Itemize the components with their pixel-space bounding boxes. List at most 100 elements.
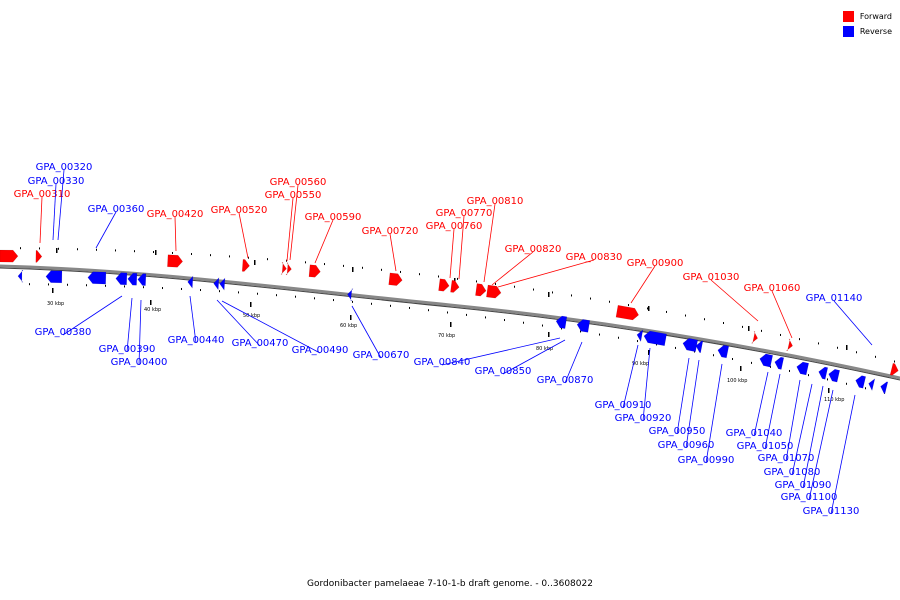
gene-label[interactable]: GPA_00440 <box>168 335 225 346</box>
major-tick <box>56 248 58 253</box>
forward-gene-arrow[interactable] <box>280 262 287 275</box>
gene-label[interactable]: GPA_00420 <box>147 209 204 220</box>
gene-label[interactable]: GPA_00770 <box>436 208 493 219</box>
forward-gene-arrow[interactable] <box>35 250 43 263</box>
tick-dot <box>324 263 325 266</box>
reverse-gene-arrow[interactable] <box>817 366 829 380</box>
reverse-gene-arrow[interactable] <box>555 315 568 329</box>
forward-gene-arrow[interactable] <box>285 262 292 276</box>
tick-dot <box>124 285 125 288</box>
gene-label[interactable]: GPA_00960 <box>658 440 715 451</box>
gene-label[interactable]: GPA_00870 <box>537 375 594 386</box>
gene-label[interactable]: GPA_00380 <box>35 327 92 338</box>
forward-gene-arrow[interactable] <box>438 278 450 292</box>
forward-gene-arrow[interactable] <box>475 283 487 297</box>
reverse-gene-arrow[interactable] <box>347 288 354 302</box>
gene-leader-line <box>458 215 465 280</box>
reverse-gene-arrow[interactable] <box>643 330 667 347</box>
reverse-gene-arrow[interactable] <box>137 273 147 286</box>
gene-label[interactable]: GPA_00990 <box>678 455 735 466</box>
gene-label[interactable]: GPA_01040 <box>726 428 783 439</box>
reverse-gene-arrow[interactable] <box>17 269 24 283</box>
reverse-gene-arrow[interactable] <box>576 319 591 333</box>
tick-dot <box>875 355 876 358</box>
reverse-gene-arrow[interactable] <box>773 356 785 370</box>
reverse-gene-arrow[interactable] <box>187 275 194 289</box>
gene-label[interactable]: GPA_01090 <box>775 480 832 491</box>
major-tick <box>250 302 252 307</box>
gene-label[interactable]: GPA_00820 <box>505 244 562 255</box>
gene-label[interactable]: GPA_00310 <box>14 189 71 200</box>
forward-gene-arrow[interactable] <box>450 279 460 293</box>
major-tick <box>155 250 157 255</box>
gene-label[interactable]: GPA_00400 <box>111 357 168 368</box>
gene-label[interactable]: GPA_00810 <box>467 196 524 207</box>
tick-dot <box>286 259 287 262</box>
reverse-gene-arrow[interactable] <box>759 353 774 368</box>
forward-gene-arrow[interactable] <box>388 272 403 286</box>
reverse-gene-arrow[interactable] <box>127 272 138 286</box>
reverse-gene-arrow[interactable] <box>854 375 867 389</box>
gene-label[interactable]: GPA_01100 <box>781 492 838 503</box>
gene-label[interactable]: GPA_01070 <box>758 453 815 464</box>
gene-label[interactable]: GPA_01080 <box>764 467 821 478</box>
tick-dot <box>770 365 771 368</box>
tick-dot <box>305 261 306 264</box>
reverse-gene-arrow[interactable] <box>45 270 63 284</box>
gene-label[interactable]: GPA_00840 <box>414 357 471 368</box>
forward-gene-arrow[interactable] <box>889 362 900 376</box>
reverse-gene-arrow[interactable] <box>213 277 220 291</box>
reverse-gene-arrow[interactable] <box>87 271 107 285</box>
forward-gene-arrow[interactable] <box>167 254 183 268</box>
forward-gene-arrow[interactable] <box>241 259 250 272</box>
reverse-gene-arrow[interactable] <box>795 361 810 376</box>
tick-dot <box>191 253 192 256</box>
gene-label[interactable]: GPA_00470 <box>232 338 289 349</box>
gene-label[interactable]: GPA_01030 <box>683 272 740 283</box>
gene-label[interactable]: GPA_00520 <box>211 205 268 216</box>
tick-dot <box>808 374 809 377</box>
gene-label[interactable]: GPA_00910 <box>595 400 652 411</box>
reverse-gene-arrow[interactable] <box>695 340 704 354</box>
reverse-gene-arrow[interactable] <box>867 378 876 392</box>
gene-label[interactable]: GPA_00360 <box>88 204 145 215</box>
gene-label[interactable]: GPA_00920 <box>615 413 672 424</box>
gene-label[interactable]: GPA_00950 <box>649 426 706 437</box>
reverse-gene-arrow[interactable] <box>115 272 128 286</box>
forward-gene-arrow[interactable] <box>0 249 19 263</box>
gene-label[interactable]: GPA_00390 <box>99 344 156 355</box>
reverse-gene-arrow[interactable] <box>636 329 644 343</box>
tick-dot <box>96 248 97 251</box>
gene-label[interactable]: GPA_00590 <box>305 212 362 223</box>
gene-label[interactable]: GPA_00560 <box>270 177 327 188</box>
forward-gene-arrow[interactable] <box>486 284 502 299</box>
gene-label[interactable]: GPA_00760 <box>426 221 483 232</box>
gene-label[interactable]: GPA_01060 <box>744 283 801 294</box>
gene-label[interactable]: GPA_00550 <box>265 190 322 201</box>
gene-label[interactable]: GPA_00670 <box>353 350 410 361</box>
tick-dot <box>561 327 562 330</box>
gene-label[interactable]: GPA_00320 <box>36 162 93 173</box>
tick-dot <box>295 295 296 298</box>
forward-gene-arrow[interactable] <box>785 338 793 352</box>
gene-label[interactable]: GPA_00850 <box>475 366 532 377</box>
reverse-gene-arrow[interactable] <box>219 277 226 291</box>
forward-gene-arrow[interactable] <box>308 264 321 278</box>
reverse-gene-arrow[interactable] <box>827 368 841 383</box>
gene-leader-line <box>497 259 595 288</box>
gene-label[interactable]: GPA_00330 <box>28 176 85 187</box>
gene-label[interactable]: GPA_00900 <box>627 258 684 269</box>
forward-gene-arrow[interactable] <box>750 331 759 344</box>
gene-label[interactable]: GPA_00830 <box>566 252 623 263</box>
forward-gene-arrow[interactable] <box>615 305 640 321</box>
tick-dot <box>86 284 87 287</box>
gene-label[interactable]: GPA_00490 <box>292 345 349 356</box>
reverse-gene-arrow[interactable] <box>682 337 699 353</box>
reverse-gene-arrow[interactable] <box>879 381 889 394</box>
gene-label[interactable]: GPA_01050 <box>737 441 794 452</box>
reverse-gene-arrow[interactable] <box>717 344 730 359</box>
gene-label[interactable]: GPA_01130 <box>803 506 860 517</box>
gene-label[interactable]: GPA_00720 <box>362 226 419 237</box>
tick-dot <box>637 340 638 343</box>
gene-label[interactable]: GPA_01140 <box>806 293 863 304</box>
